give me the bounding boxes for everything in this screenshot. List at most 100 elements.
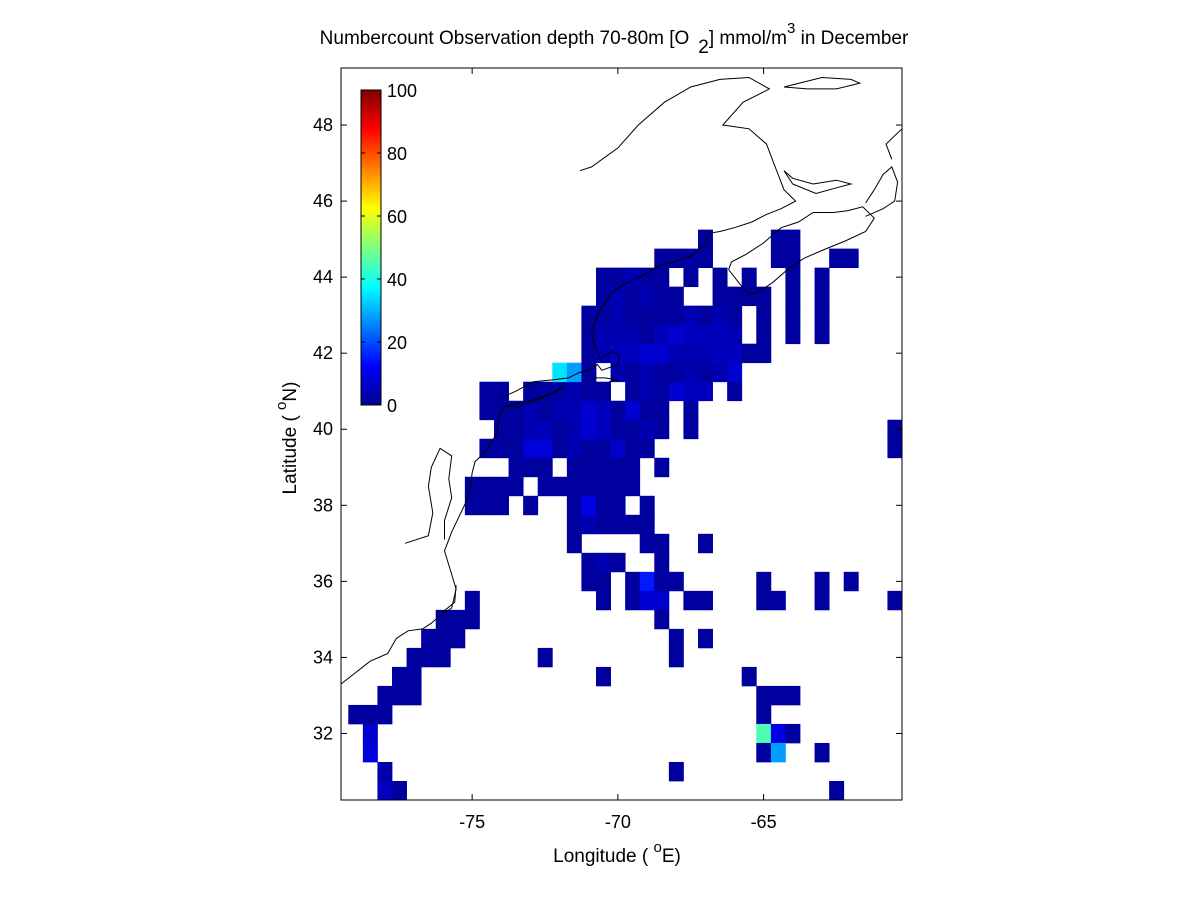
heatmap-cell <box>814 267 830 288</box>
heatmap-cell <box>581 419 597 440</box>
heatmap-cell <box>610 552 626 573</box>
heatmap-cell <box>639 343 655 364</box>
heatmap-cell <box>625 400 641 421</box>
heatmap-cell <box>654 305 670 326</box>
heatmap-cell <box>683 419 699 440</box>
heatmap-cell <box>639 400 655 421</box>
coastline-segment <box>783 170 853 195</box>
heatmap-cell <box>639 571 655 592</box>
x-tick-label: -70 <box>605 812 631 832</box>
heatmap-cell <box>756 685 772 706</box>
heatmap-cell <box>654 533 670 554</box>
heatmap-cell <box>596 305 611 326</box>
heatmap-cell <box>596 457 611 478</box>
heatmap-cell <box>668 571 684 592</box>
heatmap-cell <box>654 609 670 630</box>
heatmap-cell <box>770 685 786 706</box>
heatmap-cell <box>785 267 801 288</box>
heatmap-cell <box>843 571 859 592</box>
heatmap-cell <box>741 343 757 364</box>
heatmap-cell <box>479 400 495 421</box>
y-tick-label: 38 <box>313 495 333 515</box>
y-tick-label: 34 <box>313 647 333 667</box>
y-tick-label: 46 <box>313 191 333 211</box>
heatmap-cell <box>581 305 597 326</box>
y-axis-label: Latitude ( oN) <box>273 382 301 495</box>
x-axis-label: Longitude ( oE) <box>553 839 681 867</box>
heatmap-cell <box>494 476 509 497</box>
heatmap-cell <box>552 438 568 459</box>
heatmap-cell <box>814 286 830 307</box>
heatmap-cell <box>814 742 830 763</box>
heatmap-cell <box>654 286 670 307</box>
heatmap-cell <box>770 229 786 250</box>
heatmap-cell <box>785 324 801 345</box>
heatmap-cell <box>654 400 670 421</box>
colorbar-ticks: 0 20 40 60 80 100 <box>361 81 417 416</box>
heatmap-cell <box>596 381 611 402</box>
colorbar: 0 20 40 60 80 100 <box>360 81 417 416</box>
heatmap-cell <box>610 343 626 364</box>
heatmap-cell <box>698 381 713 402</box>
heatmap-cell <box>756 590 772 611</box>
heatmap-cell <box>406 666 422 687</box>
coastline-segment <box>728 206 875 295</box>
heatmap-cell <box>479 495 495 516</box>
colorbar-tick-label: 80 <box>387 144 407 164</box>
heatmap-cell <box>654 343 670 364</box>
heatmap-cell <box>581 343 597 364</box>
heatmap-cell <box>785 305 801 326</box>
heatmap-cell <box>683 362 699 383</box>
heatmap-cell <box>581 495 597 516</box>
heatmap-cell <box>668 647 684 668</box>
heatmap-cell <box>698 628 713 649</box>
y-tick-label: 48 <box>313 115 333 135</box>
heatmap-cell <box>639 438 655 459</box>
heatmap-cell <box>377 761 393 782</box>
heatmap-cell <box>625 381 641 402</box>
heatmap-cell <box>450 609 466 630</box>
heatmap-cell <box>814 590 830 611</box>
heatmap-cell <box>494 419 509 440</box>
heatmap-cell <box>727 324 743 345</box>
heatmap-cell <box>741 666 757 687</box>
heatmap-cell <box>610 476 626 497</box>
heatmap-cell <box>770 590 786 611</box>
heatmap-cell <box>683 305 699 326</box>
heatmap-cell <box>625 362 641 383</box>
heatmap-cell <box>756 305 772 326</box>
heatmap-cell <box>698 248 713 269</box>
y-tick-label: 40 <box>313 419 333 439</box>
heatmap-cell <box>610 400 626 421</box>
colorbar-gradient <box>360 89 382 406</box>
heatmap-cell <box>639 286 655 307</box>
heatmap-cell <box>610 419 626 440</box>
heatmap-cell <box>566 457 582 478</box>
coastline-segment <box>562 387 565 390</box>
heatmap-cell <box>596 476 611 497</box>
heatmap-cell <box>814 305 830 326</box>
heatmap-cell <box>770 723 786 744</box>
heatmap-cell <box>450 628 466 649</box>
heatmap-cell <box>727 305 743 326</box>
heatmap-cell <box>552 476 568 497</box>
heatmap-cell <box>727 343 743 364</box>
x-axis-ticks: -75 -70 -65 <box>459 68 777 832</box>
heatmap-cell <box>785 723 801 744</box>
heatmap-cell <box>683 381 699 402</box>
plot-frame <box>340 67 903 801</box>
heatmap-cell <box>596 495 611 516</box>
heatmap-cell <box>625 457 641 478</box>
heatmap-cell <box>421 628 437 649</box>
heatmap-cell <box>887 590 903 611</box>
heatmap-cell <box>829 780 845 801</box>
heatmap-cell <box>508 457 524 478</box>
heatmap-cell <box>698 343 713 364</box>
heatmap-cell <box>625 343 641 364</box>
heatmap-cell <box>464 476 480 497</box>
heatmap-cell <box>770 248 786 269</box>
heatmap-cell <box>377 780 393 801</box>
heatmap-cell <box>552 419 568 440</box>
heatmap-cell <box>581 457 597 478</box>
